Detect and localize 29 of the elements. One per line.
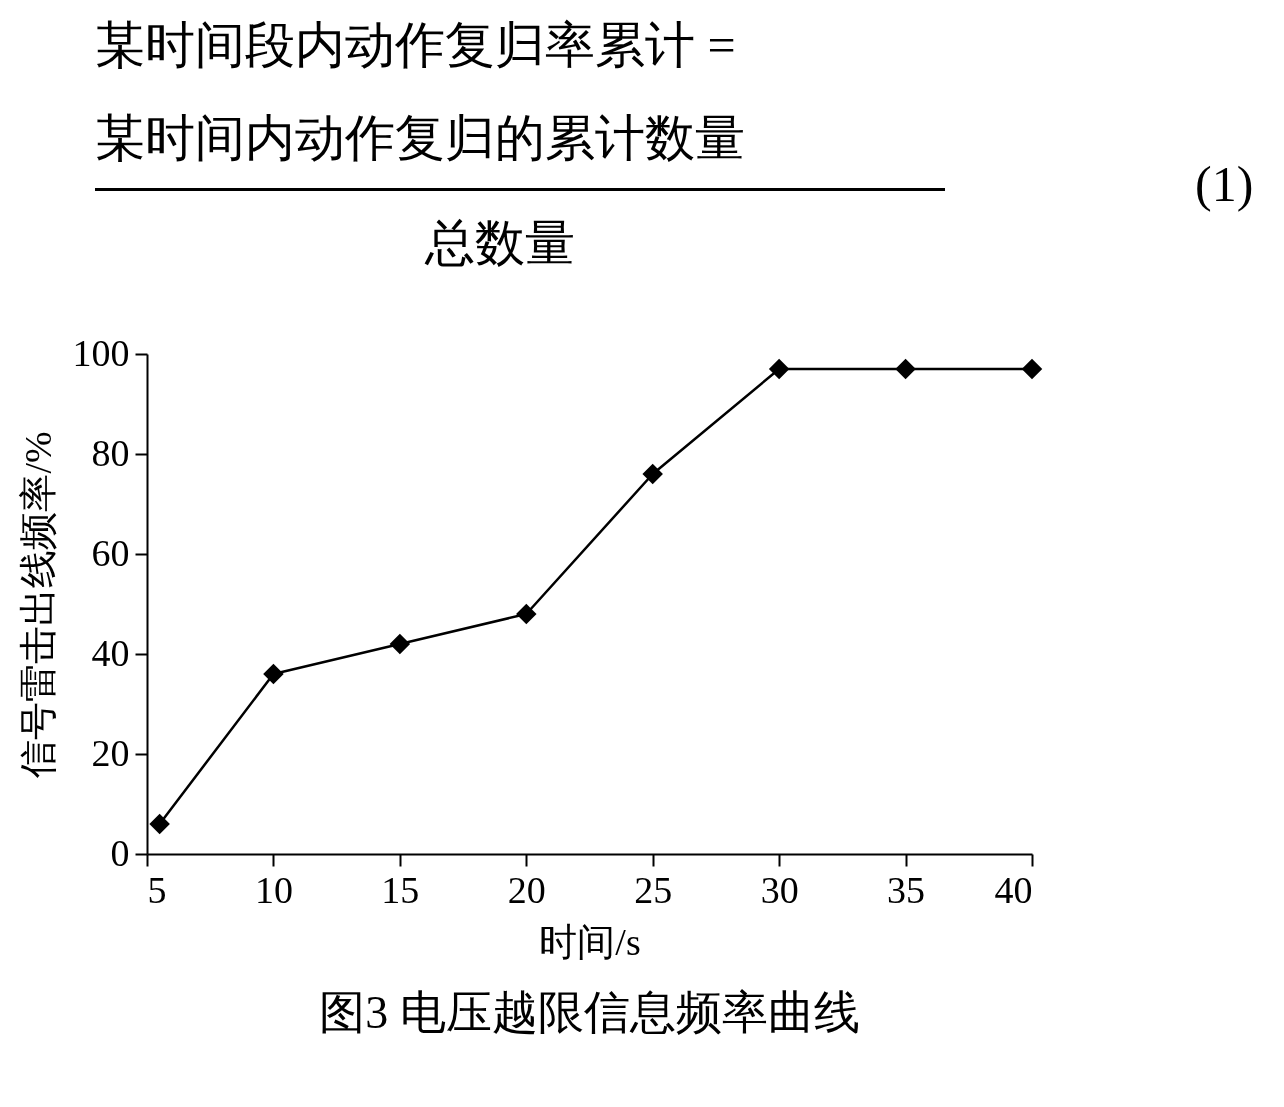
text: (1) [1195,155,1254,213]
y-tick-label: 80 [91,431,130,474]
text: 某时间内动作复归的累计数量 [95,109,745,168]
point [263,663,284,685]
x-tick-label: 30 [760,868,799,911]
x-tick-label: 40 [994,868,1033,911]
x-tick-label: 15 [381,868,420,911]
point [1021,358,1043,380]
point [895,358,916,380]
text: 图3 电压越限信息频率曲线 [319,987,860,1038]
y-tick-label: 100 [72,331,130,374]
y-axis-title: 信号雷击出线频率/% [16,431,59,778]
x-tick-label: 35 [887,868,926,911]
x-tick-label: 5 [147,868,167,911]
y-tick-label: 0 [110,831,130,874]
text: 某时间段内动作复归率累计 = [95,16,736,75]
x-tick-label: 10 [254,868,293,911]
point [516,603,537,625]
point [768,358,790,380]
x-axis-title: 时间/s [539,920,641,963]
point [149,813,170,835]
point [389,633,411,655]
y-tick-label: 60 [91,531,130,574]
x-tick-label: 25 [634,868,673,911]
text: 总数量 [425,214,575,273]
y-tick-label: 20 [91,731,130,774]
point [642,463,663,485]
y-tick-label: 40 [91,631,130,674]
x-tick-label: 20 [507,868,546,911]
